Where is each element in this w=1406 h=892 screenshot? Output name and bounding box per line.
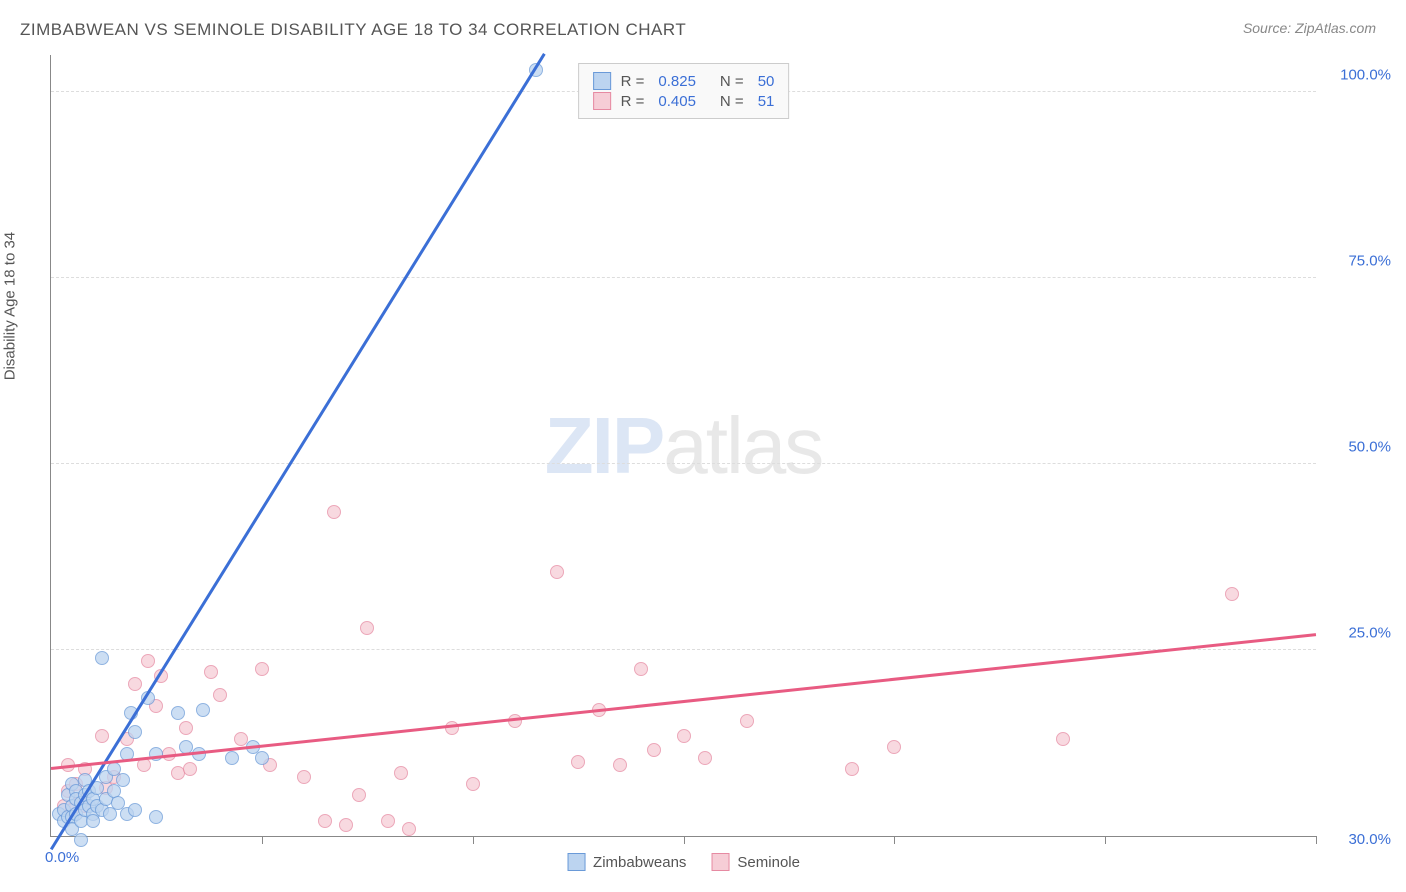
series-legend: Zimbabweans Seminole xyxy=(567,853,800,871)
legend-n-label: N = xyxy=(720,93,744,110)
scatter-point xyxy=(183,762,197,776)
x-tick xyxy=(684,836,685,844)
scatter-point xyxy=(394,766,408,780)
scatter-point xyxy=(381,814,395,828)
scatter-point xyxy=(137,758,151,772)
x-tick xyxy=(894,836,895,844)
scatter-point xyxy=(1056,732,1070,746)
scatter-point xyxy=(149,810,163,824)
plot-area: ZIPatlas R =0.825N =50R =0.405N =51 Zimb… xyxy=(50,55,1316,837)
x-end-label: 30.0% xyxy=(1348,831,1391,848)
scatter-point xyxy=(149,747,163,761)
scatter-point xyxy=(613,758,627,772)
scatter-point xyxy=(95,729,109,743)
y-tick-label: 25.0% xyxy=(1326,625,1391,642)
scatter-point xyxy=(327,505,341,519)
trend-line xyxy=(50,53,545,850)
bottom-legend-item: Seminole xyxy=(711,853,800,871)
y-axis-label: Disability Age 18 to 34 xyxy=(2,232,19,380)
scatter-point xyxy=(1225,587,1239,601)
gridline xyxy=(51,463,1316,464)
legend-r-label: R = xyxy=(621,93,645,110)
scatter-point xyxy=(255,662,269,676)
scatter-point xyxy=(213,688,227,702)
scatter-point xyxy=(360,621,374,635)
scatter-point xyxy=(339,818,353,832)
scatter-point xyxy=(887,740,901,754)
scatter-point xyxy=(297,770,311,784)
scatter-point xyxy=(698,751,712,765)
gridline xyxy=(51,649,1316,650)
scatter-point xyxy=(647,743,661,757)
legend-r-label: R = xyxy=(621,73,645,90)
scatter-point xyxy=(225,751,239,765)
trend-line xyxy=(51,633,1316,769)
legend-row: R = 0.405 N = 51 xyxy=(593,92,775,110)
scatter-point xyxy=(128,677,142,691)
x-tick xyxy=(1316,836,1317,844)
legend-n-value: 50 xyxy=(758,73,775,90)
bottom-legend-item: Zimbabweans xyxy=(567,853,686,871)
scatter-point xyxy=(402,822,416,836)
scatter-point xyxy=(845,762,859,776)
scatter-point xyxy=(740,714,754,728)
scatter-point xyxy=(318,814,332,828)
series-name: Zimbabweans xyxy=(593,854,686,871)
scatter-point xyxy=(352,788,366,802)
x-origin-label: 0.0% xyxy=(45,849,79,866)
x-tick xyxy=(1105,836,1106,844)
y-tick-label: 75.0% xyxy=(1326,253,1391,270)
legend-swatch xyxy=(711,853,729,871)
scatter-point xyxy=(550,565,564,579)
scatter-point xyxy=(179,721,193,735)
x-tick xyxy=(262,836,263,844)
scatter-point xyxy=(466,777,480,791)
scatter-point xyxy=(571,755,585,769)
legend-swatch xyxy=(567,853,585,871)
scatter-point xyxy=(634,662,648,676)
watermark: ZIPatlas xyxy=(545,400,822,492)
y-tick-label: 100.0% xyxy=(1326,67,1391,84)
scatter-point xyxy=(74,833,88,847)
scatter-point xyxy=(116,773,130,787)
chart-title: ZIMBABWEAN VS SEMINOLE DISABILITY AGE 18… xyxy=(20,20,686,40)
scatter-point xyxy=(196,703,210,717)
scatter-point xyxy=(171,706,185,720)
scatter-point xyxy=(204,665,218,679)
series-name: Seminole xyxy=(737,854,800,871)
legend-swatch xyxy=(593,72,611,90)
scatter-point xyxy=(95,651,109,665)
source-label: Source: ZipAtlas.com xyxy=(1243,20,1376,36)
scatter-point xyxy=(141,654,155,668)
legend-row: R = 0.825 N = 50 xyxy=(593,72,775,90)
legend-n-label: N = xyxy=(720,73,744,90)
y-tick-label: 50.0% xyxy=(1326,439,1391,456)
scatter-point xyxy=(128,725,142,739)
scatter-point xyxy=(255,751,269,765)
legend-r-value: 0.405 xyxy=(658,93,696,110)
correlation-legend: R = 0.825 N = 50 R = 0.405 N = 51 xyxy=(578,63,790,119)
scatter-point xyxy=(677,729,691,743)
scatter-point xyxy=(128,803,142,817)
x-tick xyxy=(473,836,474,844)
legend-swatch xyxy=(593,92,611,110)
legend-r-value: 0.825 xyxy=(658,73,696,90)
gridline xyxy=(51,277,1316,278)
legend-n-value: 51 xyxy=(758,93,775,110)
